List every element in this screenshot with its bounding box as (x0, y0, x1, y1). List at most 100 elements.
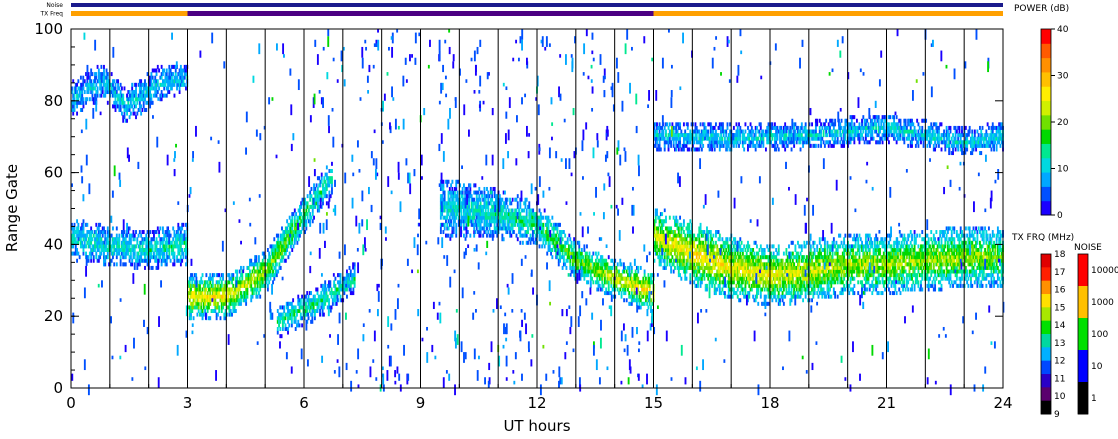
echo-cell (666, 240, 669, 245)
echo-cell (777, 291, 780, 296)
echo-cell (689, 240, 692, 245)
echo-cell (276, 316, 279, 321)
echo-cell (809, 269, 812, 274)
echo-cell (620, 294, 623, 299)
echo-cell (328, 194, 331, 199)
echo-cell (775, 258, 778, 263)
echo-cell (496, 219, 499, 224)
echo-cell (802, 269, 805, 274)
echo-cell (296, 309, 298, 314)
tx-freq-strip (71, 11, 1003, 16)
echo-cell (136, 258, 139, 263)
echo-cell (105, 244, 108, 249)
echo-cell (188, 283, 191, 288)
echo-cell (344, 287, 347, 292)
echo-cell (521, 240, 524, 245)
echo-cell (715, 230, 717, 235)
echo-cell (214, 283, 217, 288)
echo-cell (520, 208, 523, 213)
echo-cell (788, 280, 790, 285)
echo-cell (748, 255, 751, 260)
echo-cell (518, 215, 520, 220)
echo-cell (159, 247, 162, 252)
echo-cell (192, 298, 195, 303)
echo-cell (135, 82, 137, 87)
echo-cell (177, 258, 180, 263)
echo-cell (306, 215, 309, 220)
echo-cell (817, 269, 820, 274)
echo-cell (92, 233, 95, 238)
echo-cell (607, 265, 610, 270)
echo-cell (777, 280, 780, 285)
echo-cell (716, 255, 719, 260)
echo-cell (136, 111, 139, 116)
echo-cell (135, 115, 137, 120)
echo-cell (133, 104, 136, 109)
echo-cell (809, 276, 812, 281)
echo-cell (729, 280, 731, 285)
echo-cell (110, 244, 113, 249)
echo-cell (551, 215, 554, 220)
echo-cell (478, 215, 481, 220)
echo-cell (668, 251, 671, 256)
echo-cell (630, 283, 633, 288)
echo-cell (323, 186, 326, 191)
echo-cell (161, 251, 164, 256)
echo-cell (651, 280, 654, 285)
echo-cell (637, 305, 640, 310)
echo-cell (556, 222, 559, 227)
echo-cell (141, 258, 144, 263)
echo-cell (178, 258, 181, 263)
echo-cell (297, 208, 300, 213)
echo-cell (743, 265, 746, 270)
echo-cell (659, 255, 662, 260)
echo-cell (547, 244, 550, 249)
echo-cell (306, 298, 309, 303)
echo-cell (324, 172, 327, 177)
echo-cell (661, 255, 664, 260)
echo-cell (712, 244, 715, 249)
echo-cell (711, 251, 714, 256)
echo-cell (238, 287, 241, 292)
echo-cell (149, 86, 152, 91)
echo-cell (215, 291, 218, 296)
echo-cell (315, 298, 318, 303)
echo-cell (496, 208, 499, 213)
echo-cell (722, 276, 725, 281)
echo-cell (219, 287, 222, 292)
echo-cell (598, 273, 601, 278)
echo-cell (349, 291, 352, 296)
echo-cell (229, 298, 232, 303)
echo-cell (328, 190, 331, 195)
echo-cell (448, 208, 451, 213)
echo-cell (548, 244, 551, 249)
echo-cell (146, 244, 149, 249)
echo-cell (153, 68, 155, 73)
echo-cell (573, 255, 576, 260)
echo-cell (780, 262, 783, 267)
echo-cell (240, 265, 242, 270)
echo-cell (811, 273, 813, 278)
echo-cell (269, 255, 272, 260)
echo-cell (528, 219, 531, 224)
echo-cell (465, 219, 468, 224)
echo-cell (331, 183, 333, 188)
echo-cell (756, 283, 758, 288)
echo-cell (771, 262, 774, 267)
echo-cell (142, 251, 145, 256)
echo-cell (455, 194, 458, 199)
echo-cell (290, 226, 292, 231)
echo-cell (699, 251, 702, 256)
echo-cell (79, 226, 82, 231)
echo-cell (312, 309, 315, 314)
echo-cell (541, 222, 544, 227)
echo-cell (596, 276, 599, 281)
echo-cell (92, 82, 95, 87)
echo-cell (753, 273, 756, 278)
echo-cell (529, 215, 532, 220)
echo-cell (90, 230, 93, 235)
echo-cell (611, 273, 614, 278)
echo-cell (234, 309, 237, 314)
echo-cell (725, 247, 728, 252)
echo-cell (548, 237, 551, 242)
